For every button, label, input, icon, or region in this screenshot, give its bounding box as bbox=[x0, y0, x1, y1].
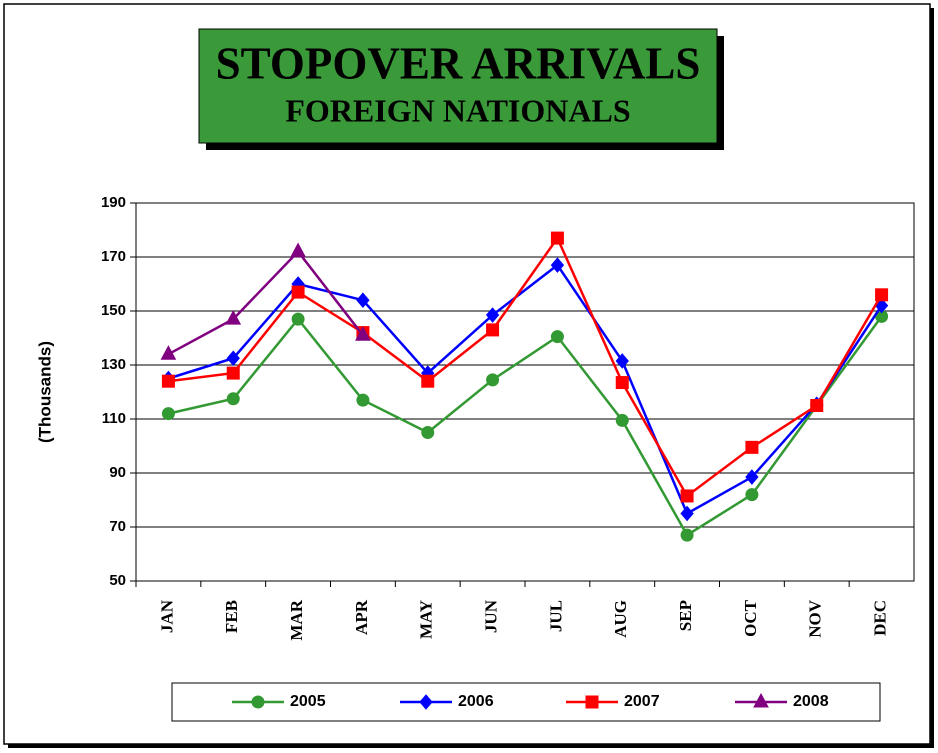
data-point bbox=[225, 310, 242, 325]
data-point bbox=[160, 345, 177, 360]
data-point bbox=[356, 393, 370, 407]
chart-title: STOPOVER ARRIVALS bbox=[216, 38, 701, 88]
y-tick-label: 50 bbox=[109, 572, 126, 589]
y-tick-label: 70 bbox=[109, 518, 126, 535]
y-axis-label: (Thousands) bbox=[35, 341, 54, 443]
y-tick-label: 130 bbox=[101, 356, 126, 373]
data-point bbox=[550, 330, 564, 344]
x-tick-label: FEB bbox=[222, 600, 241, 633]
x-tick-label: JAN bbox=[157, 599, 176, 633]
legend-marker bbox=[753, 692, 769, 708]
data-point bbox=[810, 399, 824, 412]
legend-label: 2007 bbox=[624, 693, 660, 710]
data-point bbox=[745, 440, 759, 454]
x-tick-label: AUG bbox=[611, 600, 630, 638]
data-point bbox=[226, 350, 240, 367]
data-point bbox=[550, 257, 565, 273]
data-point bbox=[615, 353, 629, 369]
data-point bbox=[680, 489, 694, 503]
data-point bbox=[421, 374, 435, 388]
legend bbox=[171, 682, 881, 722]
data-point bbox=[226, 392, 240, 406]
data-point bbox=[161, 407, 175, 421]
legend-marker bbox=[585, 695, 599, 709]
x-tick-label: JUL bbox=[546, 600, 565, 632]
legend-marker bbox=[419, 694, 433, 710]
data-point bbox=[680, 505, 694, 522]
data-point bbox=[421, 426, 435, 439]
data-point bbox=[745, 488, 759, 502]
title-box bbox=[198, 28, 718, 144]
series-line bbox=[168, 315, 883, 537]
data-point bbox=[875, 288, 889, 302]
data-point bbox=[291, 312, 305, 326]
x-tick-label: OCT bbox=[741, 599, 760, 637]
data-point bbox=[290, 242, 306, 258]
data-point bbox=[161, 374, 175, 388]
plot-area bbox=[135, 202, 915, 582]
series-line bbox=[167, 249, 364, 356]
x-tick-label: JUN bbox=[481, 599, 500, 633]
x-tick-label: SEP bbox=[676, 600, 695, 631]
x-tick-label: MAR bbox=[287, 599, 306, 640]
legend-marker bbox=[251, 695, 265, 709]
data-point bbox=[486, 323, 500, 337]
data-point bbox=[550, 231, 564, 245]
series-line bbox=[168, 263, 883, 516]
y-tick-label: 110 bbox=[102, 410, 126, 427]
data-point bbox=[486, 373, 500, 387]
chart-subtitle: FOREIGN NATIONALS bbox=[285, 92, 630, 128]
series-line bbox=[168, 235, 883, 498]
y-tick-label: 150 bbox=[101, 302, 126, 319]
data-point bbox=[615, 376, 629, 390]
data-point bbox=[615, 413, 629, 427]
data-point bbox=[291, 285, 305, 299]
y-tick-label: 170 bbox=[101, 248, 126, 265]
y-tick-label: 90 bbox=[109, 464, 126, 481]
data-point bbox=[355, 326, 371, 341]
x-tick-label: NOV bbox=[806, 599, 825, 638]
legend-label: 2006 bbox=[458, 693, 494, 710]
x-tick-label: APR bbox=[352, 599, 371, 635]
x-tick-label: MAY bbox=[417, 600, 436, 639]
y-tick-label: 190 bbox=[101, 194, 126, 211]
x-tick-label: DEC bbox=[870, 600, 889, 636]
data-point bbox=[745, 469, 759, 485]
data-point bbox=[680, 528, 694, 542]
legend-label: 2008 bbox=[793, 693, 829, 710]
data-point bbox=[226, 366, 240, 380]
data-point bbox=[485, 307, 500, 323]
data-point bbox=[356, 292, 370, 308]
legend-label: 2005 bbox=[290, 693, 326, 710]
